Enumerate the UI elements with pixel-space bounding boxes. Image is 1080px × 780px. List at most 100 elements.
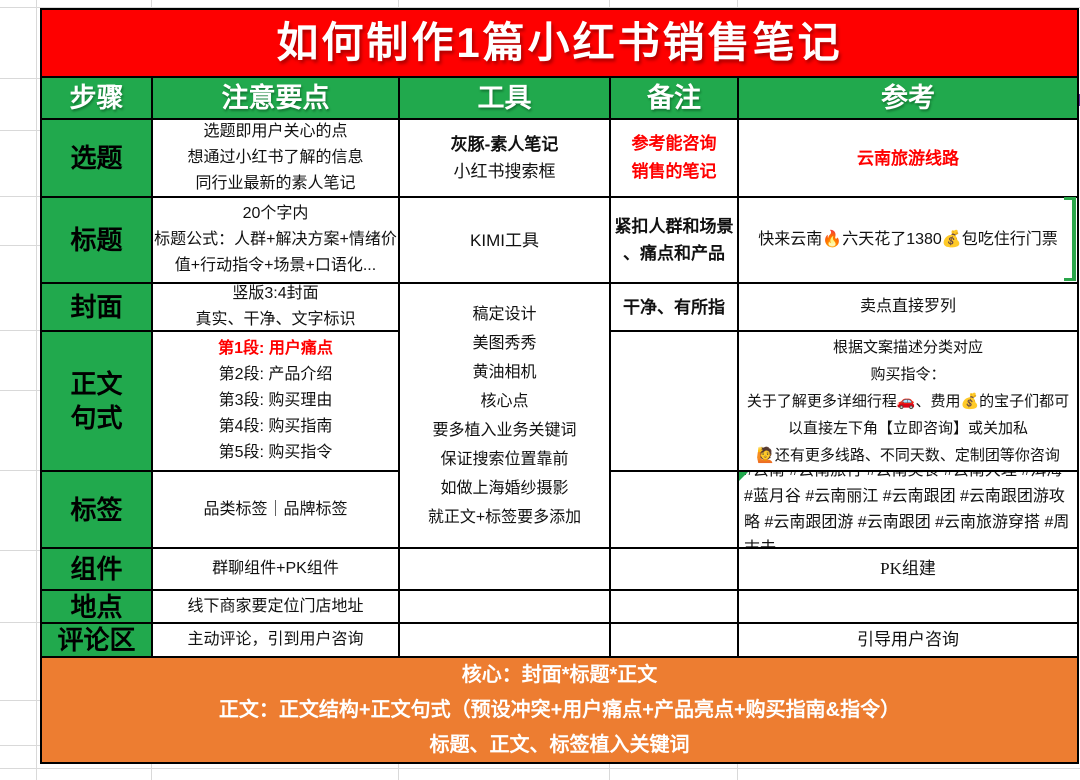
topic-step-label: 选题 xyxy=(70,143,123,173)
body-points-text: 第2段: 产品介绍 第3段: 购买理由 第4段: 购买指南 第5段: 购买指令 xyxy=(218,366,333,461)
cell-topic-reference[interactable]: 云南旅游线路 xyxy=(738,119,1078,197)
topic-tool-primary-text: 灰豚-素人笔记 xyxy=(450,135,559,154)
widgets-reference-text: PK组建 xyxy=(880,559,936,578)
cell-tags-note[interactable] xyxy=(610,471,738,548)
grid-line xyxy=(0,196,40,197)
table-title-banner[interactable]: 如何制作1篇小红书销售笔记 xyxy=(41,9,1078,77)
cell-widgets-points[interactable]: 群聊组件+PK组件 xyxy=(152,548,399,590)
topic-reference-text: 云南旅游线路 xyxy=(857,148,959,168)
cell-heading-step[interactable]: 标题 xyxy=(41,197,152,283)
cell-heading-reference[interactable]: 快来云南🔥六天花了1380💰包吃住行门票 xyxy=(738,197,1078,283)
comments-step-label: 评论区 xyxy=(57,625,136,655)
cell-location-points[interactable]: 线下商家要定位门店地址 xyxy=(152,590,399,623)
page-title: 如何制作1篇小红书销售笔记 xyxy=(276,19,843,66)
tags-reference-text: #云南 #云南旅行 #云南美食 #云南大理 #洱海 #蓝月谷 #云南丽江 #云南… xyxy=(744,472,1070,548)
cell-body-reference[interactable]: 根据文案描述分类对应 购买指令： 关于了解更多详细行程🚗、费用💰的宝子们都可 以… xyxy=(738,331,1078,471)
cell-topic-note[interactable]: 参考能咨询 销售的笔记 xyxy=(610,119,738,197)
summary-footer-text: 核心：封面*标题*正文 正文：正文结构+正文句式（预设冲突+用户痛点+产品亮点+… xyxy=(218,663,901,756)
cell-cover-reference[interactable]: 卖点直接罗列 xyxy=(738,283,1078,331)
cover-note-text: 干净、有所指 xyxy=(623,297,725,317)
cell-comments-step[interactable]: 评论区 xyxy=(41,623,152,657)
cell-tags-reference[interactable]: #云南 #云南旅行 #云南美食 #云南大理 #洱海 #蓝月谷 #云南丽江 #云南… xyxy=(738,471,1078,548)
header-cell-step[interactable]: 步骤 xyxy=(41,77,152,119)
cell-widgets-reference[interactable]: PK组建 xyxy=(738,548,1078,590)
green-corner-flag-icon xyxy=(739,472,748,481)
header-cell-tools[interactable]: 工具 xyxy=(399,77,610,119)
cell-heading-tool[interactable]: KIMI工具 xyxy=(399,197,610,283)
cell-cover-points[interactable]: 竖版3:4封面 真实、干净、文字标识 xyxy=(152,283,399,331)
grid-line xyxy=(0,700,40,701)
header-points-label: 注意要点 xyxy=(221,83,330,113)
cell-comments-note[interactable] xyxy=(610,623,738,657)
widgets-step-label: 组件 xyxy=(70,554,123,584)
heading-reference-text: 快来云南🔥六天花了1380💰包吃住行门票 xyxy=(758,231,1058,248)
grid-line xyxy=(0,550,40,551)
header-cell-notes[interactable]: 备注 xyxy=(610,77,738,119)
grid-line xyxy=(0,78,40,79)
cell-tags-points[interactable]: 品类标签｜品牌标签 xyxy=(152,471,399,548)
body-reference-text: 根据文案描述分类对应 购买指令： 关于了解更多详细行程🚗、费用💰的宝子们都可 以… xyxy=(746,338,1070,464)
cell-widgets-step[interactable]: 组件 xyxy=(41,548,152,590)
comments-reference-text: 引导用户咨询 xyxy=(857,630,959,649)
tags-step-label: 标签 xyxy=(70,494,123,525)
header-cell-reference[interactable]: 参考 xyxy=(738,77,1078,119)
grid-line xyxy=(0,390,40,391)
cell-shared-tools-merged[interactable]: 稿定设计 美图秀秀 黄油相机 核心点 要多植入业务关键词 保证搜索位置靠前 如做… xyxy=(399,283,610,548)
cell-heading-points[interactable]: 20个字内 标题公式：人群+解决方案+情绪价 值+行动指令+场景+口语化... xyxy=(152,197,399,283)
cell-cover-note[interactable]: 干净、有所指 xyxy=(610,283,738,331)
cell-body-note[interactable] xyxy=(610,331,738,471)
cell-topic-tools[interactable]: 灰豚-素人笔记 小红书搜索框 xyxy=(399,119,610,197)
cell-topic-step[interactable]: 选题 xyxy=(41,119,152,197)
body-points-first-line: 第1段: 用户痛点 xyxy=(218,340,333,357)
header-reference-label: 参考 xyxy=(881,83,935,113)
shared-tools-text: 稿定设计 美图秀秀 黄油相机 核心点 要多植入业务关键词 保证搜索位置靠前 如做… xyxy=(427,305,582,526)
cell-cover-step[interactable]: 封面 xyxy=(41,283,152,331)
topic-tool-secondary-text: 小红书搜索框 xyxy=(453,162,556,181)
sales-note-table: 如何制作1篇小红书销售笔记 步骤 注意要点 工具 备注 参考 选题 选题即用户关… xyxy=(40,8,1079,764)
cell-tags-step[interactable]: 标签 xyxy=(41,471,152,548)
location-points-text: 线下商家要定位门店地址 xyxy=(187,597,364,615)
header-step-label: 步骤 xyxy=(69,83,124,113)
heading-step-label: 标题 xyxy=(70,225,123,255)
grid-line xyxy=(0,470,40,471)
tags-points-text: 品类标签｜品牌标签 xyxy=(203,500,348,518)
grid-line xyxy=(0,7,1080,8)
topic-note-text: 参考能咨询 销售的笔记 xyxy=(631,134,717,181)
location-step-label: 地点 xyxy=(70,591,123,622)
header-cell-points[interactable]: 注意要点 xyxy=(152,77,399,119)
heading-note-text: 紧扣人群和场景 、痛点和产品 xyxy=(614,217,734,263)
cell-comments-reference[interactable]: 引导用户咨询 xyxy=(738,623,1078,657)
grid-line xyxy=(0,745,40,746)
cell-body-step[interactable]: 正文 句式 xyxy=(41,331,152,471)
heading-tool-text: KIMI工具 xyxy=(470,230,539,250)
cell-body-points[interactable]: 第1段: 用户痛点 第2段: 产品介绍 第3段: 购买理由 第4段: 购买指南 … xyxy=(152,331,399,471)
grid-line xyxy=(0,245,40,246)
cell-location-step[interactable]: 地点 xyxy=(41,590,152,623)
cell-topic-points[interactable]: 选题即用户关心的点 想通过小红书了解的信息 同行业最新的素人笔记 xyxy=(152,119,399,197)
body-step-label: 正文 句式 xyxy=(70,369,123,433)
cover-points-text: 竖版3:4封面 真实、干净、文字标识 xyxy=(195,285,356,328)
cell-location-tools[interactable] xyxy=(399,590,610,623)
heading-points-text: 20个字内 标题公式：人群+解决方案+情绪价 值+行动指令+场景+口语化... xyxy=(154,205,397,274)
cell-comments-points[interactable]: 主动评论，引到用户咨询 xyxy=(152,623,399,657)
summary-footer-cell[interactable]: 核心：封面*标题*正文 正文：正文结构+正文句式（预设冲突+用户痛点+产品亮点+… xyxy=(41,657,1078,763)
cell-selection-border xyxy=(1064,197,1076,281)
comments-points-text: 主动评论，引到用户咨询 xyxy=(187,631,364,648)
grid-line xyxy=(0,130,40,131)
cover-step-label: 封面 xyxy=(70,292,123,322)
grid-line xyxy=(0,330,40,331)
cover-reference-text: 卖点直接罗列 xyxy=(859,298,956,315)
header-notes-label: 备注 xyxy=(647,83,701,113)
header-tools-label: 工具 xyxy=(477,83,532,113)
topic-points-text: 选题即用户关心的点 想通过小红书了解的信息 同行业最新的素人笔记 xyxy=(187,123,364,192)
widgets-points-text: 群聊组件+PK组件 xyxy=(212,560,339,577)
cell-comments-tools[interactable] xyxy=(399,623,610,657)
grid-line xyxy=(0,622,40,623)
cell-widgets-note[interactable] xyxy=(610,548,738,590)
cell-location-reference[interactable] xyxy=(738,590,1078,623)
cell-location-note[interactable] xyxy=(610,590,738,623)
cell-heading-note[interactable]: 紧扣人群和场景 、痛点和产品 xyxy=(610,197,738,283)
grid-line xyxy=(0,768,1080,769)
cell-widgets-tools[interactable] xyxy=(399,548,610,590)
